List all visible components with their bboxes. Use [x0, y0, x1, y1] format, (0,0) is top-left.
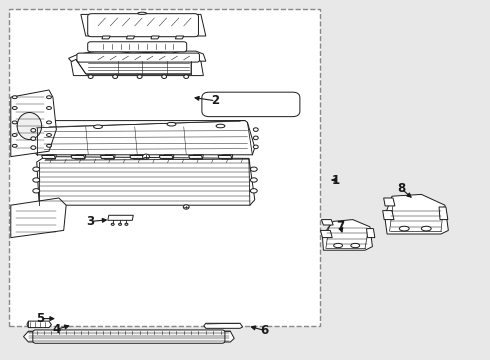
Ellipse shape — [119, 223, 122, 225]
Ellipse shape — [33, 178, 40, 182]
Polygon shape — [320, 230, 332, 238]
Polygon shape — [151, 36, 159, 39]
FancyBboxPatch shape — [77, 53, 199, 62]
Ellipse shape — [253, 128, 258, 131]
Ellipse shape — [143, 154, 149, 159]
Ellipse shape — [12, 121, 17, 124]
Polygon shape — [11, 198, 66, 238]
Text: 2: 2 — [212, 94, 220, 107]
FancyBboxPatch shape — [33, 330, 225, 343]
FancyBboxPatch shape — [88, 14, 198, 37]
Ellipse shape — [183, 205, 189, 209]
Polygon shape — [159, 156, 173, 158]
Polygon shape — [205, 97, 294, 112]
Polygon shape — [321, 220, 333, 225]
Ellipse shape — [253, 136, 258, 140]
Polygon shape — [71, 156, 85, 158]
Ellipse shape — [216, 124, 225, 128]
Polygon shape — [24, 331, 234, 342]
Ellipse shape — [47, 144, 51, 147]
Polygon shape — [189, 156, 202, 158]
Polygon shape — [11, 90, 56, 157]
Polygon shape — [71, 59, 203, 76]
Polygon shape — [175, 36, 184, 39]
Polygon shape — [108, 215, 133, 220]
Text: 6: 6 — [261, 324, 269, 337]
Polygon shape — [218, 156, 232, 158]
Polygon shape — [27, 321, 51, 328]
Ellipse shape — [47, 96, 51, 99]
Text: 3: 3 — [87, 215, 95, 228]
Ellipse shape — [31, 137, 36, 140]
Ellipse shape — [12, 107, 17, 109]
Ellipse shape — [33, 167, 40, 171]
FancyBboxPatch shape — [88, 42, 187, 52]
Ellipse shape — [17, 112, 42, 139]
Ellipse shape — [184, 75, 189, 78]
Ellipse shape — [33, 189, 40, 193]
Polygon shape — [383, 211, 394, 220]
FancyBboxPatch shape — [9, 9, 320, 326]
Polygon shape — [91, 44, 184, 50]
Polygon shape — [34, 121, 255, 155]
Polygon shape — [439, 207, 448, 220]
Ellipse shape — [113, 75, 118, 78]
Polygon shape — [322, 220, 372, 250]
Ellipse shape — [162, 75, 167, 78]
Polygon shape — [75, 155, 86, 159]
Polygon shape — [42, 156, 55, 158]
Ellipse shape — [399, 226, 409, 231]
Polygon shape — [384, 198, 395, 206]
Ellipse shape — [12, 96, 17, 99]
Polygon shape — [102, 36, 110, 39]
Polygon shape — [222, 155, 233, 159]
Ellipse shape — [94, 125, 102, 129]
Ellipse shape — [31, 129, 36, 132]
Polygon shape — [385, 194, 448, 234]
Ellipse shape — [111, 223, 114, 225]
Polygon shape — [134, 155, 145, 159]
Ellipse shape — [250, 167, 257, 171]
Ellipse shape — [253, 145, 258, 149]
Ellipse shape — [47, 134, 51, 136]
Polygon shape — [81, 14, 206, 36]
Polygon shape — [46, 155, 56, 159]
Polygon shape — [367, 229, 375, 238]
Polygon shape — [37, 157, 255, 205]
Polygon shape — [100, 156, 114, 158]
Text: 5: 5 — [36, 312, 44, 325]
Ellipse shape — [137, 75, 142, 78]
Text: 8: 8 — [398, 183, 406, 195]
Text: 4: 4 — [52, 323, 60, 336]
Ellipse shape — [138, 12, 147, 14]
Ellipse shape — [250, 189, 257, 193]
Ellipse shape — [421, 226, 431, 231]
Ellipse shape — [31, 146, 36, 149]
Polygon shape — [126, 36, 135, 39]
Ellipse shape — [250, 178, 257, 182]
Polygon shape — [204, 323, 243, 328]
Polygon shape — [104, 155, 115, 159]
Ellipse shape — [47, 107, 51, 109]
Text: 1: 1 — [332, 174, 340, 186]
Ellipse shape — [351, 243, 360, 248]
Polygon shape — [130, 156, 144, 158]
Ellipse shape — [12, 134, 17, 136]
Ellipse shape — [167, 122, 176, 126]
Polygon shape — [193, 155, 203, 159]
FancyBboxPatch shape — [202, 92, 300, 117]
Ellipse shape — [88, 75, 93, 78]
Polygon shape — [69, 51, 206, 61]
Ellipse shape — [12, 144, 17, 147]
Ellipse shape — [334, 243, 343, 248]
Ellipse shape — [47, 121, 51, 124]
Ellipse shape — [125, 223, 128, 225]
Polygon shape — [163, 155, 174, 159]
Text: 7: 7 — [337, 220, 344, 233]
